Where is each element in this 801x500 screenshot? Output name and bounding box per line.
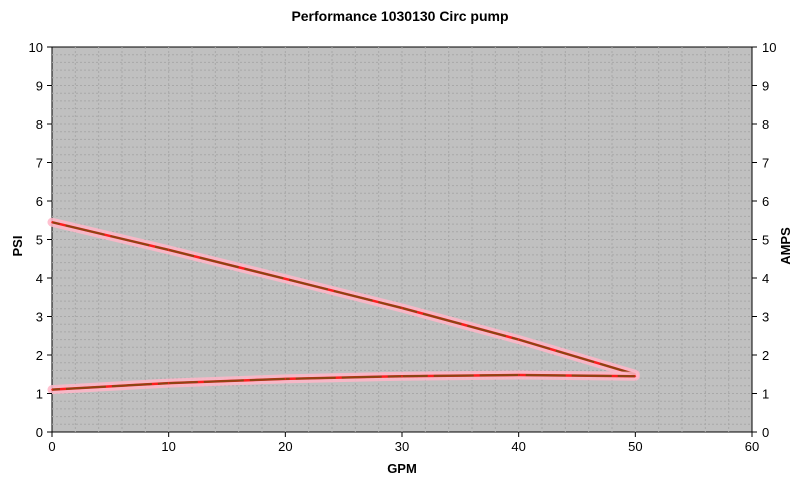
data-point [284, 378, 287, 380]
y2-tick-label: 7 [762, 156, 769, 171]
data-point [634, 375, 637, 377]
series-layer [47, 217, 640, 395]
y2-tick-label: 1 [762, 387, 769, 402]
data-point [517, 338, 520, 341]
y2-tick-label: 8 [762, 117, 769, 132]
y-tick-label: 8 [36, 117, 43, 132]
y-tick-label: 4 [36, 271, 43, 286]
y-tick-label: 2 [36, 348, 43, 363]
y-tick-label: 7 [36, 156, 43, 171]
chart-title: Performance 1030130 Circ pump [291, 8, 508, 24]
y2-tick-label: 4 [762, 271, 769, 286]
x-tick-label: 10 [161, 439, 175, 454]
x-tick-label: 20 [278, 439, 292, 454]
x-axis-label: GPM [387, 461, 417, 476]
grid [52, 47, 752, 432]
y2-tick-label: 0 [762, 425, 769, 440]
y2-tick-label: 5 [762, 233, 769, 248]
x-tick-label: 60 [745, 439, 759, 454]
y-tick-label: 1 [36, 387, 43, 402]
y2-tick-label: 6 [762, 194, 769, 209]
y2-tick-label: 3 [762, 310, 769, 325]
y-tick-label: 9 [36, 79, 43, 94]
axes: 0 1 2 3 4 5 6 7 8 9 10 0 1 2 3 4 5 6 7 8 9 10 0 10 20 30 40 50 60 [29, 40, 777, 454]
x-tick-label: 50 [628, 439, 642, 454]
x-tick-label: 0 [48, 439, 55, 454]
data-point [51, 221, 53, 223]
series-overlay-1 [51, 221, 636, 376]
x-tick-label: 30 [395, 439, 409, 454]
series-overlay-2 [51, 373, 636, 391]
y-tick-label: 0 [36, 425, 43, 440]
y-tick-label: 6 [36, 194, 43, 209]
data-point [167, 382, 170, 384]
data-point [401, 307, 403, 309]
y2-tick-label: 10 [762, 40, 776, 55]
x-tick-label: 40 [511, 439, 525, 454]
y-tick-label: 3 [36, 310, 43, 325]
data-point [167, 249, 170, 251]
y-axis-label: PSI [10, 236, 25, 257]
y-tick-label: 10 [29, 40, 43, 55]
y-tick-label: 5 [36, 233, 43, 248]
data-point [284, 277, 287, 280]
data-point [517, 374, 520, 376]
y2-tick-label: 2 [762, 348, 769, 363]
y2-axis-label: AMPS [778, 227, 793, 265]
y2-tick-label: 9 [762, 79, 769, 94]
data-point [401, 375, 403, 377]
data-point [51, 388, 53, 391]
